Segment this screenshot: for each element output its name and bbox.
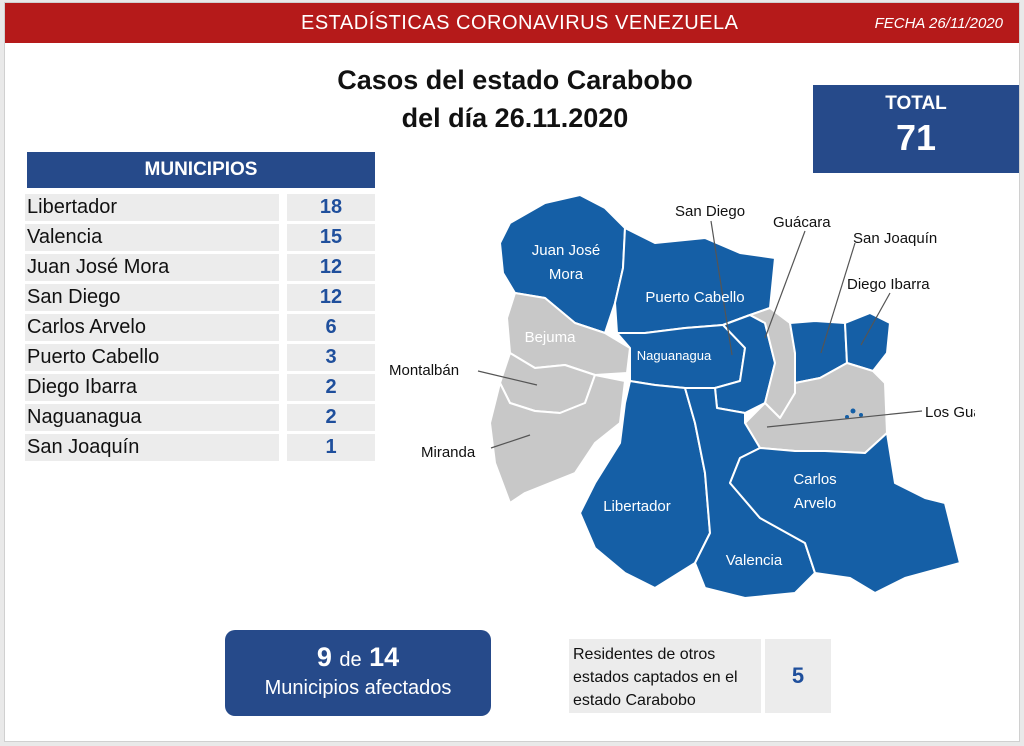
- callout-line-diego-ibarra: [860, 292, 891, 346]
- municipio-name: San Diego: [25, 284, 279, 311]
- page-title-line2: del día 26.11.2020: [401, 103, 629, 133]
- residents-label-line1: Residentes de otros: [573, 646, 716, 663]
- municipio-name: Juan José Mora: [25, 254, 279, 281]
- callout-line-montalban: [477, 370, 538, 386]
- page-title: Casos del estado Carabobo del día 26.11.…: [305, 61, 725, 137]
- region-bejuma: [506, 292, 631, 376]
- affected-connector: de: [339, 649, 362, 671]
- map-label-carlos-arvelo-2: Arvelo: [794, 495, 837, 512]
- affected-count: 9: [316, 642, 332, 672]
- region-diego-ibarra: [844, 312, 891, 372]
- residents-label: Residentes de otros estados captados en …: [569, 639, 761, 713]
- affected-label: Municipios afectados: [264, 677, 452, 699]
- municipio-name: Libertador: [25, 194, 279, 221]
- municipio-cases: 12: [287, 284, 375, 311]
- municipio-name: Naguanagua: [25, 404, 279, 431]
- lake-dot: [845, 415, 849, 419]
- map-label-puerto-cabello: Puerto Cabello: [645, 289, 744, 306]
- header-bar: ESTADÍSTICAS CORONAVIRUS VENEZUELA FECHA…: [5, 3, 1019, 43]
- municipio-name: Puerto Cabello: [25, 344, 279, 371]
- map-label-naguanagua: Naguanagua: [637, 348, 712, 363]
- total-box: TOTAL 71: [813, 85, 1019, 173]
- table-row: Valencia 15: [25, 223, 377, 253]
- municipio-cases: 6: [287, 314, 375, 341]
- municipio-cases: 1: [287, 434, 375, 461]
- map-label-valencia: Valencia: [726, 552, 783, 569]
- municipio-name: Diego Ibarra: [25, 374, 279, 401]
- table-row: Puerto Cabello 3: [25, 343, 377, 373]
- table-row: Diego Ibarra 2: [25, 373, 377, 403]
- table-row: Libertador 18: [25, 193, 377, 223]
- callout-san-diego: San Diego: [675, 203, 745, 220]
- header-date: FECHA 26/11/2020: [874, 15, 1003, 32]
- infographic-frame: ESTADÍSTICAS CORONAVIRUS VENEZUELA FECHA…: [4, 2, 1020, 742]
- municipio-name: Carlos Arvelo: [25, 314, 279, 341]
- map-label-juan-jose-mora-1: Juan José: [532, 242, 600, 259]
- map-label-juan-jose-mora-2: Mora: [549, 266, 584, 283]
- callout-montalban: Montalbán: [389, 362, 459, 379]
- affected-total: 14: [369, 642, 400, 672]
- callout-los-guayos: Los Guayos: [925, 404, 975, 421]
- residents-label-line3: estado Carabobo: [573, 692, 696, 709]
- lake-dot: [859, 413, 863, 417]
- residents-label-line2: estados captados en el: [573, 669, 738, 686]
- callout-line-los-guayos: [766, 410, 923, 428]
- affected-municipios-box: 9 de 14 Municipios afectados: [225, 630, 491, 716]
- map-label-libertador: Libertador: [603, 498, 671, 515]
- table-row: Naguanagua 2: [25, 403, 377, 433]
- municipio-cases: 2: [287, 404, 375, 431]
- table-row: Juan José Mora 12: [25, 253, 377, 283]
- lake-dot: [850, 408, 856, 414]
- region-miranda: [489, 374, 626, 504]
- map-label-bejuma: Bejuma: [525, 329, 577, 346]
- carabobo-map: Juan José Mora Puerto Cabello Bejuma Nag…: [389, 194, 975, 599]
- header-title: ESTADÍSTICAS CORONAVIRUS VENEZUELA: [301, 12, 739, 34]
- municipio-name: San Joaquín: [25, 434, 279, 461]
- municipio-cases: 15: [287, 224, 375, 251]
- municipio-cases: 2: [287, 374, 375, 401]
- municipio-cases: 18: [287, 194, 375, 221]
- table-row: Carlos Arvelo 6: [25, 313, 377, 343]
- total-label: TOTAL: [885, 93, 947, 114]
- callout-miranda: Miranda: [421, 444, 476, 461]
- callout-line-san-joaquin: [820, 242, 856, 354]
- callout-san-joaquin: San Joaquín: [853, 230, 937, 247]
- total-value: 71: [895, 117, 937, 158]
- municipios-table: Libertador 18 Valencia 15 Juan José Mora 12…: [25, 193, 377, 463]
- region-juan-jose-mora: [499, 194, 626, 334]
- municipio-cases: 3: [287, 344, 375, 371]
- municipios-header: MUNICIPIOS: [27, 152, 375, 188]
- region-carlos-arvelo: [729, 432, 961, 594]
- callout-diego-ibarra: Diego Ibarra: [847, 276, 930, 293]
- municipio-cases: 12: [287, 254, 375, 281]
- municipio-name: Valencia: [25, 224, 279, 251]
- affected-count-line: 9 de 14: [225, 642, 491, 673]
- table-row: San Diego 12: [25, 283, 377, 313]
- residents-value: 5: [765, 639, 831, 713]
- callout-guacara: Guácara: [773, 214, 831, 231]
- table-row: San Joaquín 1: [25, 433, 377, 463]
- page-title-line1: Casos del estado Carabobo: [337, 65, 693, 95]
- map-label-carlos-arvelo-1: Carlos: [793, 471, 836, 488]
- callout-line-miranda: [490, 434, 531, 449]
- callout-line-san-diego: [710, 220, 733, 356]
- callout-line-guacara: [764, 230, 806, 339]
